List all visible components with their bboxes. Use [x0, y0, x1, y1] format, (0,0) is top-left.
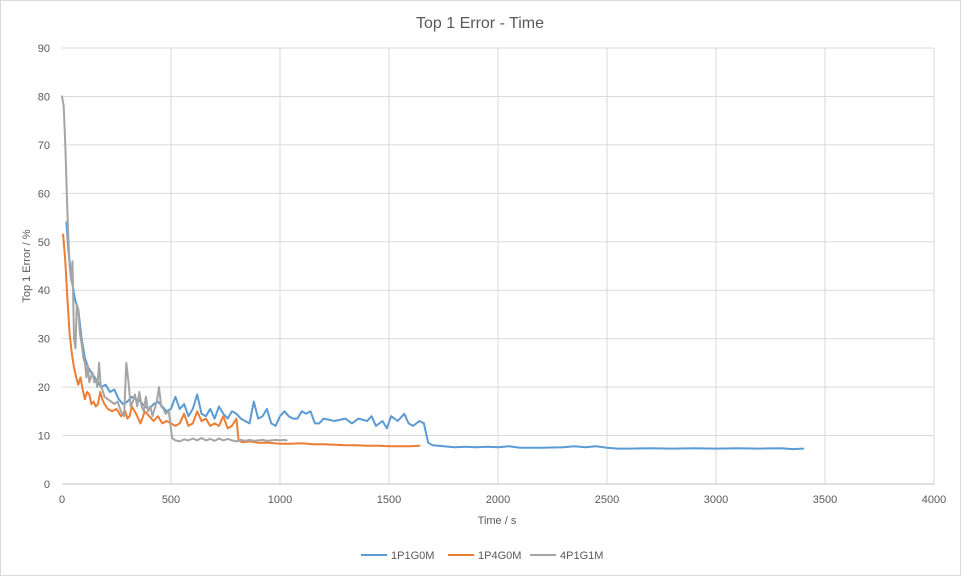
y-tick-label: 30 — [38, 334, 50, 346]
legend-label: 1P1G0M — [391, 550, 434, 562]
y-tick-label: 0 — [44, 479, 50, 491]
y-tick-label: 50 — [38, 237, 50, 249]
y-tick-label: 60 — [38, 188, 50, 200]
x-tick-label: 2500 — [595, 494, 619, 506]
legend-label: 1P4G0M — [478, 550, 521, 562]
x-tick-label: 500 — [162, 494, 180, 506]
y-tick-label: 70 — [38, 140, 50, 152]
x-axis-title: Time / s — [478, 515, 517, 527]
y-tick-label: 20 — [38, 382, 50, 394]
x-tick-label: 4000 — [922, 494, 946, 506]
x-tick-label: 2000 — [486, 494, 510, 506]
y-tick-label: 40 — [38, 285, 50, 297]
series-line-1P4G0M — [62, 233, 421, 448]
gridlines — [62, 47, 935, 484]
y-axis-ticks: 0 10 20 30 40 50 60 70 80 90 — [38, 43, 50, 491]
x-axis-ticks: 0 500 1000 1500 2000 2500 3000 3500 4000 — [59, 494, 946, 506]
legend-label: 4P1G1M — [560, 550, 603, 562]
legend: 1P1G0M 1P4G0M 4P1G1M — [361, 550, 603, 562]
y-tick-label: 10 — [38, 431, 50, 443]
x-tick-label: 3500 — [813, 494, 837, 506]
x-tick-label: 1000 — [268, 494, 292, 506]
y-axis-title: Top 1 Error / % — [21, 229, 33, 303]
series-line-4P1G1M — [61, 95, 288, 443]
x-tick-label: 3000 — [704, 494, 728, 506]
x-tick-label: 0 — [59, 494, 65, 506]
chart-title: Top 1 Error - Time — [416, 15, 544, 32]
x-tick-label: 1500 — [377, 494, 401, 506]
y-tick-label: 90 — [38, 43, 50, 55]
series-lines — [61, 95, 805, 451]
y-tick-label: 80 — [38, 91, 50, 103]
